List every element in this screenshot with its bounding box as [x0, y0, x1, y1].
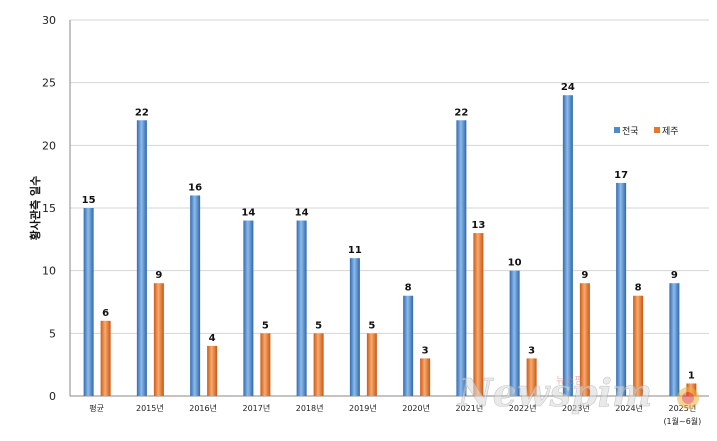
y-tick-label: 5 — [49, 327, 56, 340]
bar-jeju — [313, 333, 324, 396]
bar-value-label: 16 — [188, 182, 202, 193]
bar-value-label: 11 — [348, 245, 362, 256]
bar-jeju — [366, 333, 377, 396]
bar-value-label: 15 — [82, 195, 96, 206]
bar-jeju — [526, 358, 537, 396]
bars — [83, 95, 697, 397]
data-labels: 15 6 22 9 16 4 14 5 14 5 11 5 8 3 22 13 10 3 24 9 17 8 9 1 — [82, 82, 695, 381]
bar-value-label: 22 — [454, 107, 468, 118]
legend-swatch — [614, 127, 620, 133]
bar-national — [349, 258, 360, 396]
y-tick-label: 15 — [42, 202, 56, 215]
bar-value-label: 1 — [688, 370, 695, 381]
bar-jeju — [100, 320, 111, 396]
watermark-text: Newspim — [457, 370, 652, 415]
bar-jeju — [420, 358, 431, 396]
y-axis-label: 황사관측 일수 — [28, 176, 42, 241]
bar-value-label: 5 — [262, 320, 269, 331]
bar-jeju — [633, 295, 644, 396]
x-tick-label: 2020년 — [402, 403, 430, 413]
watermark: Newspim 뉴스핌 — [457, 370, 699, 415]
bar-value-label: 8 — [405, 283, 412, 294]
grid-lines — [70, 19, 709, 334]
bar-value-label: 13 — [471, 220, 485, 231]
legend: 전국 제주 — [614, 126, 679, 137]
legend-label: 제주 — [662, 126, 679, 137]
bar-value-label: 17 — [614, 170, 628, 181]
bar-jeju — [260, 333, 271, 396]
y-tick-label: 10 — [42, 265, 56, 278]
bar-national — [243, 220, 254, 396]
watermark-subtext: 뉴스핌 — [556, 375, 584, 387]
legend-label: 전국 — [622, 126, 639, 137]
bar-value-label: 9 — [671, 270, 678, 281]
bar-jeju — [579, 283, 590, 396]
x-tick-label: 2025년 (1월~6월) — [663, 403, 701, 426]
legend-swatch — [654, 127, 660, 133]
bar-jeju — [153, 283, 164, 396]
y-tick-label: 0 — [49, 390, 56, 403]
x-tick-label: 2017년 — [243, 403, 271, 413]
bar-value-label: 8 — [635, 283, 642, 294]
bar-value-label: 3 — [528, 345, 535, 356]
y-tick-label: 30 — [42, 14, 56, 27]
bar-national — [83, 208, 94, 396]
bar-national — [509, 270, 520, 396]
bar-national — [136, 120, 147, 397]
bar-national — [190, 195, 201, 396]
category-labels: 평균 2015년 2016년 2017년 2018년 2019년 2020년 2021년 202… — [89, 403, 701, 426]
bar-national — [403, 295, 414, 396]
x-tick-label: 평균 — [89, 403, 104, 413]
bar-value-label: 5 — [368, 320, 375, 331]
bar-value-label: 22 — [135, 107, 149, 118]
bar-national — [616, 182, 627, 396]
x-tick-label: 2022년 — [509, 403, 537, 413]
bar-value-label: 3 — [422, 345, 429, 356]
bar-value-label: 5 — [315, 320, 322, 331]
bar-value-label: 24 — [561, 82, 575, 93]
bar-value-label: 9 — [581, 270, 588, 281]
x-tick-label: 2021년 — [456, 403, 484, 413]
x-tick-label: 2018년 — [296, 403, 324, 413]
bar-national — [456, 120, 467, 397]
bar-jeju — [473, 233, 484, 396]
bar-value-label: 14 — [241, 208, 255, 219]
bar-national — [296, 220, 307, 396]
bar-value-label: 6 — [102, 308, 109, 319]
x-tick-label: 2024년 — [615, 403, 643, 413]
bar-value-label: 4 — [209, 333, 216, 344]
x-tick-label: 2016년 — [189, 403, 217, 413]
bar-value-label: 10 — [508, 258, 522, 269]
bar-jeju — [207, 345, 218, 396]
bar-national — [669, 283, 680, 396]
bar-national — [562, 95, 573, 396]
x-tick-label: 2015년 — [136, 403, 164, 413]
bar-value-label: 14 — [295, 208, 309, 219]
y-tick-label: 25 — [42, 77, 56, 90]
bar-value-label: 9 — [155, 270, 162, 281]
y-tick-label: 20 — [42, 139, 56, 152]
x-tick-label: 2023년 — [562, 403, 590, 413]
x-tick-label: 2019년 — [349, 403, 377, 413]
